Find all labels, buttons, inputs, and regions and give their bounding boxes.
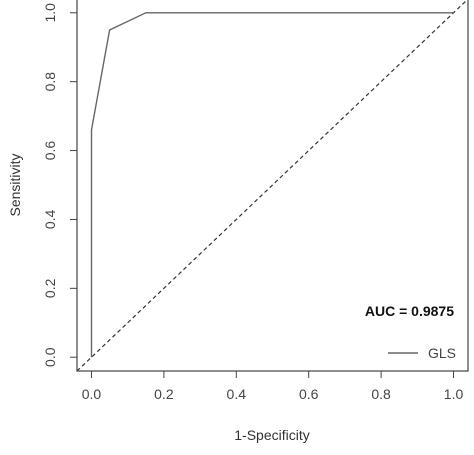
y-tick-label-4: 0.8 <box>42 72 58 92</box>
legend-label-gls: GLS <box>428 345 456 361</box>
y-axis: 0.0 0.2 0.4 0.6 0.8 1.0 <box>42 3 77 367</box>
y-tick-label-1: 0.2 <box>42 278 58 298</box>
y-tick-label-2: 0.4 <box>42 210 58 230</box>
y-axis-label: Sensitivity <box>7 153 23 216</box>
x-tick-label-2: 0.4 <box>227 386 247 402</box>
reference-line <box>76 0 468 372</box>
x-axis-label: 1-Specificity <box>234 427 309 443</box>
roc-curve-gls <box>90 12 454 358</box>
x-tick-label-0: 0.0 <box>82 386 102 402</box>
y-tick-label-3: 0.6 <box>42 141 58 161</box>
x-axis: 0.0 0.2 0.4 0.6 0.8 1.0 <box>82 371 464 402</box>
x-tick-label-4: 0.8 <box>371 386 391 402</box>
x-tick-label-5: 1.0 <box>444 386 464 402</box>
auc-annotation: AUC = 0.9875 <box>365 303 454 319</box>
y-tick-label-0: 0.0 <box>42 347 58 367</box>
x-tick-label-1: 0.2 <box>154 386 174 402</box>
plot-frame <box>76 0 469 372</box>
legend: GLS <box>388 345 456 361</box>
y-tick-label-5: 1.0 <box>42 3 58 23</box>
x-tick-label-3: 0.6 <box>299 386 319 402</box>
